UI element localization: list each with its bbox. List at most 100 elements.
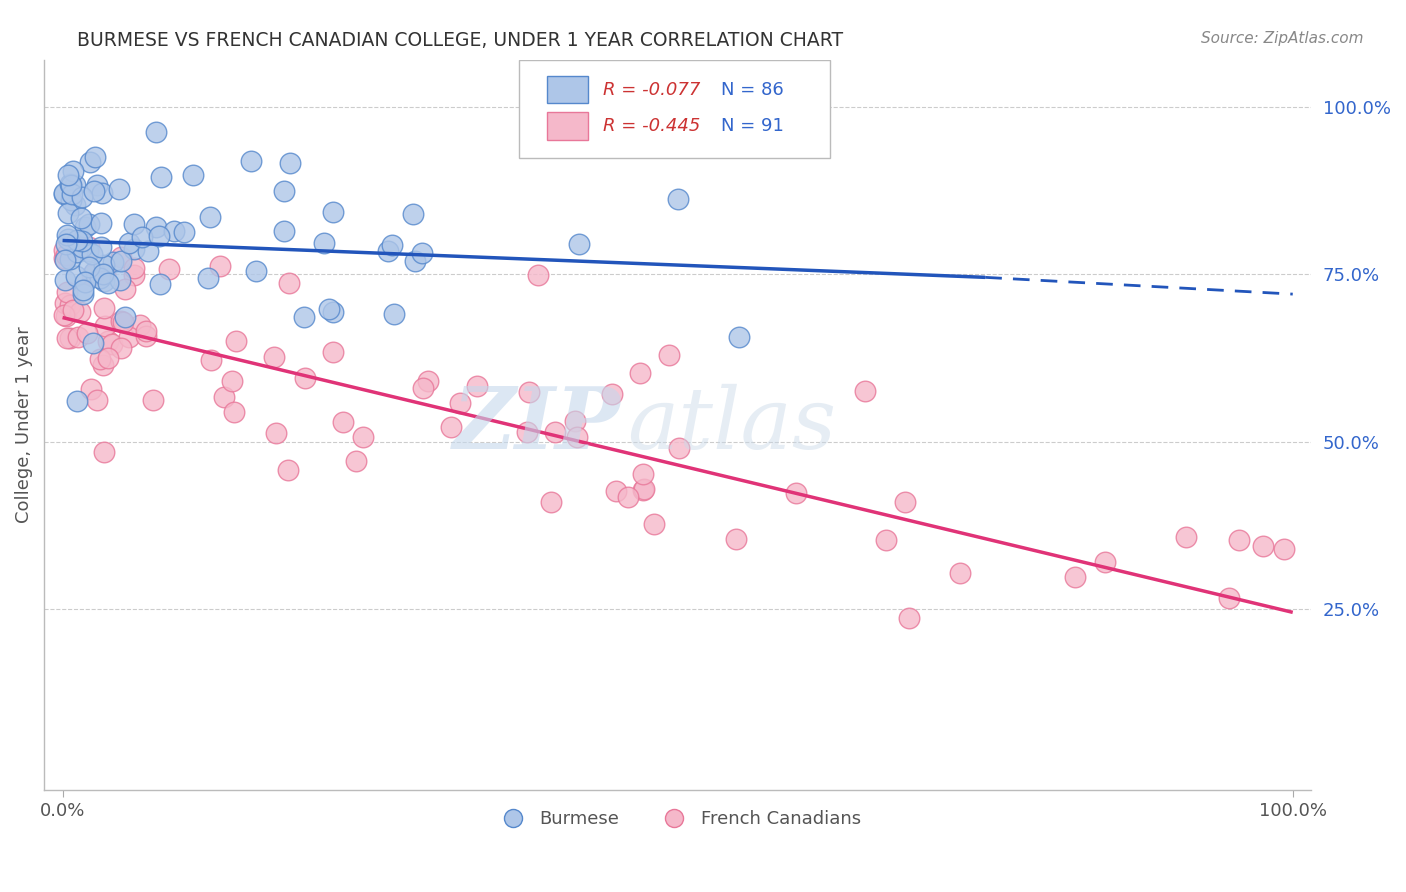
Point [145,125,167,139]
Point [149,277,172,292]
Point [52,186,75,201]
Point [63,198,86,212]
Point [110,341,132,355]
Point [173,225,195,239]
FancyBboxPatch shape [547,76,588,103]
Point [70,240,93,254]
Point [439,419,461,434]
Point [110,254,132,268]
Point [200,353,222,368]
Point [56,228,79,243]
Point [418,375,440,389]
Point [97,276,120,290]
Point [86,178,108,193]
Point [124,217,146,231]
Point [157,262,180,277]
Point [77,217,100,231]
Point [124,242,146,256]
Point [540,495,562,509]
Point [785,486,807,500]
Point [93,258,115,272]
Point [93,274,115,288]
Point [56,206,79,220]
Point [643,517,665,532]
Point [377,244,399,258]
Point [382,307,405,321]
Point [77,240,100,254]
Point [91,358,114,372]
Point [148,229,170,244]
Point [107,182,129,196]
Point [411,246,433,260]
Point [83,184,105,198]
Point [294,371,316,385]
Point [876,533,898,548]
Point [110,251,132,265]
Point [277,277,299,291]
Point [122,268,145,282]
Point [292,310,315,324]
Point [69,305,91,319]
Point [118,236,141,251]
Point [77,260,100,274]
Point [404,254,426,268]
Legend: Burmese, French Canadians: Burmese, French Canadians [488,803,868,836]
Point [72,287,94,301]
Point [53,308,76,322]
FancyBboxPatch shape [519,60,830,158]
Point [59,298,82,312]
Text: N = 86: N = 86 [721,80,783,98]
Point [332,415,354,429]
Point [1175,529,1198,543]
Point [565,430,588,444]
Point [62,163,84,178]
Point [145,220,167,235]
Point [666,192,689,206]
Point [616,491,638,505]
Point [516,425,538,439]
Point [97,351,120,365]
Point [76,326,98,340]
Point [212,390,235,404]
Point [110,273,132,287]
Point [221,374,243,388]
Point [277,462,299,476]
Text: N = 91: N = 91 [721,117,783,135]
Point [163,224,186,238]
Point [55,309,77,323]
Point [53,273,76,287]
Point [53,296,76,310]
Point [209,259,232,273]
Point [150,169,173,184]
Point [631,483,654,497]
Text: R = -0.077: R = -0.077 [603,80,700,98]
Point [63,178,86,193]
Point [52,187,75,202]
Text: R = -0.445: R = -0.445 [603,117,700,135]
Point [1227,533,1250,547]
Point [110,314,132,328]
Point [898,610,921,624]
Point [52,251,75,265]
Point [240,154,263,169]
Point [278,156,301,170]
Point [449,396,471,410]
Point [80,382,103,396]
Point [1218,591,1240,605]
Point [73,276,96,290]
Point [80,268,103,282]
Text: atlas: atlas [627,384,837,467]
Point [728,329,751,343]
Point [66,233,89,247]
Point [948,566,970,580]
Point [1272,541,1295,556]
Point [53,253,76,268]
Point [97,334,120,348]
Point [264,425,287,440]
Point [94,267,117,281]
Point [124,261,146,276]
Point [263,350,285,364]
Point [312,235,335,250]
Point [62,302,84,317]
Point [564,414,586,428]
